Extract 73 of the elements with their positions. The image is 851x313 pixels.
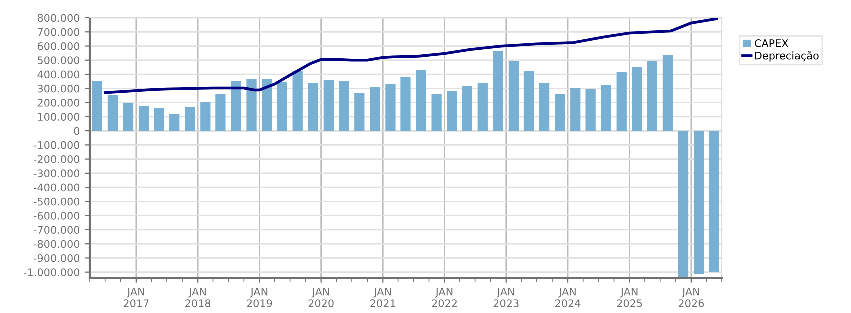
x-tick-label: JAN 2021 [370, 288, 396, 308]
bar [678, 131, 689, 278]
bar [632, 67, 642, 132]
y-tick-label: 100.000 [38, 113, 80, 122]
y-tick-label: 200.000 [38, 99, 80, 107]
bar [524, 71, 534, 132]
x-tick-label: JAN 2022 [432, 288, 457, 308]
y-tick-label: -200.000 [34, 156, 80, 164]
bar [400, 77, 411, 132]
bar [462, 86, 472, 132]
bar [277, 82, 288, 132]
bar [292, 71, 303, 132]
y-tick-label: -800.000 [34, 240, 80, 248]
legend-label: Depreciação [755, 52, 819, 62]
y-tick-label: 0 [74, 127, 80, 136]
y-tick-label: 600.000 [38, 42, 80, 50]
bar [447, 91, 458, 132]
y-tick-label: 400.000 [38, 70, 80, 79]
y-tick-label: 500.000 [38, 56, 80, 64]
y-tick-label: -1.000.000 [24, 268, 80, 276]
y-tick-label: -700.000 [34, 226, 80, 234]
bar [92, 81, 102, 132]
bar [138, 106, 150, 132]
bar [246, 79, 257, 132]
bar [539, 83, 550, 132]
x-tick-label: JAN 2017 [124, 288, 149, 308]
line-series [104, 18, 718, 94]
x-tick-label: JAN 2018 [186, 288, 211, 308]
bar [216, 94, 226, 132]
y-tick-label: 300.000 [38, 84, 80, 93]
bar [416, 70, 426, 132]
x-tick-label: JAN 2019 [247, 288, 272, 308]
y-tick-label: 700.000 [38, 28, 80, 36]
bar [570, 88, 581, 132]
y-tick-label: -400.000 [34, 184, 80, 192]
bar [308, 83, 318, 132]
bar [432, 94, 442, 132]
x-tick-label: JAN 2026 [678, 288, 704, 308]
bar [694, 131, 704, 274]
bar [262, 79, 272, 132]
x-tick-label: JAN 2020 [308, 288, 334, 308]
x-tick-label: JAN 2024 [556, 288, 581, 308]
bar [508, 61, 520, 132]
bar [709, 131, 720, 272]
x-tick-label: JAN 2025 [617, 288, 642, 308]
bar [586, 89, 596, 132]
y-tick-label: -300.000 [34, 170, 80, 178]
bar [339, 81, 350, 132]
bar [386, 84, 396, 132]
bar [647, 61, 658, 132]
y-tick-label: -500.000 [34, 198, 80, 206]
y-tick-label: 800.000 [38, 14, 80, 22]
bar [324, 80, 334, 132]
bar [478, 83, 488, 132]
bar [616, 72, 627, 132]
bar [170, 114, 180, 132]
bar [370, 87, 380, 132]
y-tick-label: -900.000 [34, 254, 80, 262]
legend-label: CAPEX [755, 40, 789, 48]
bar [200, 102, 211, 132]
bar [123, 103, 134, 132]
bar [555, 94, 566, 132]
bar [185, 107, 196, 132]
bar [231, 81, 242, 132]
x-tick-label: JAN 2023 [494, 288, 519, 308]
bar [493, 51, 504, 132]
y-tick-label: -100.000 [34, 141, 80, 150]
bar [354, 93, 365, 132]
y-tick-label: -600.000 [34, 212, 80, 220]
bar [154, 108, 164, 132]
bar [662, 55, 674, 132]
bar [601, 85, 612, 132]
bar [108, 95, 118, 132]
